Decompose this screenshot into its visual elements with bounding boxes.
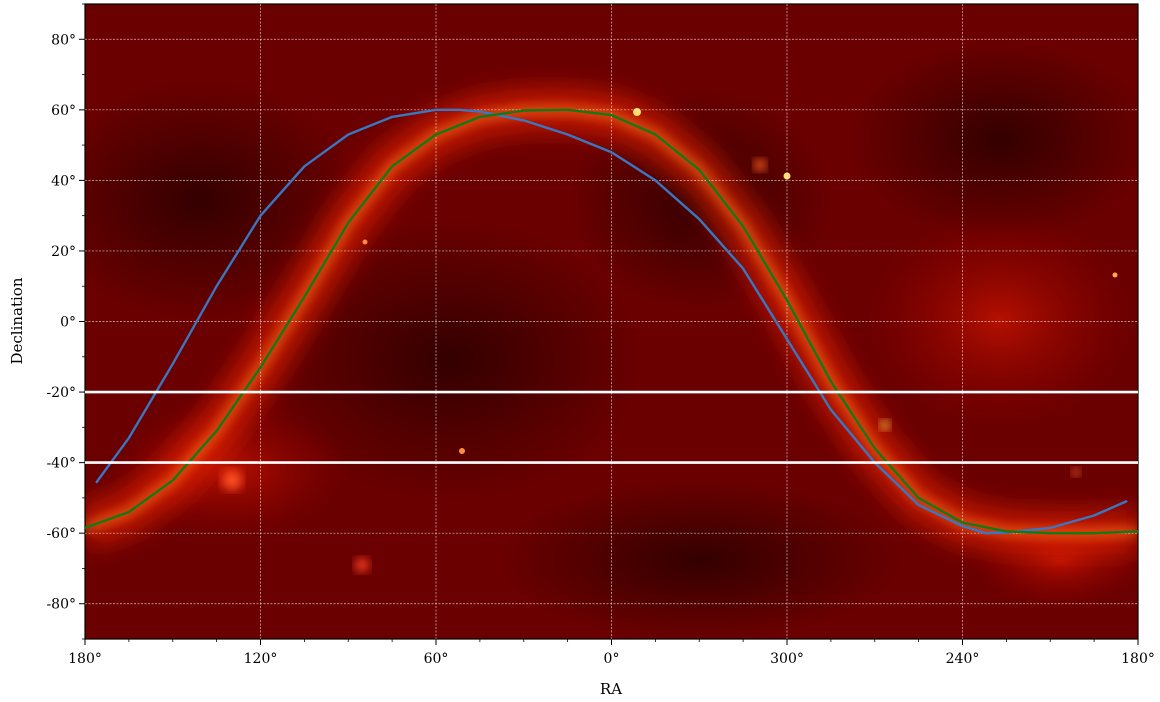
sky-background xyxy=(85,4,1138,639)
x-axis-ticks: 180° 120° 60° 0° 300° 240° 180° xyxy=(68,639,1155,667)
x-tick-label: 300° xyxy=(770,651,804,667)
y-tick-label: 20° xyxy=(51,244,76,260)
y-tick-label: -60° xyxy=(46,526,76,542)
x-axis-title: RA xyxy=(600,680,622,698)
blue-curve xyxy=(95,108,1128,535)
x-tick-label: 120° xyxy=(244,651,278,667)
y-axis-title: Declination xyxy=(8,277,26,364)
x-tick-label: 180° xyxy=(68,651,102,667)
green-curve xyxy=(85,108,1138,535)
x-tick-label: 60° xyxy=(424,651,449,667)
x-tick-label: 240° xyxy=(946,651,980,667)
y-tick-label: 80° xyxy=(51,32,76,48)
x-tick-label: 180° xyxy=(1121,651,1155,667)
y-tick-label: 0° xyxy=(60,315,76,331)
y-tick-label: 40° xyxy=(51,173,76,189)
y-tick-label: -80° xyxy=(46,597,76,613)
y-tick-label: 60° xyxy=(51,103,76,119)
series-layer xyxy=(85,108,1138,535)
x-tick-label: 0° xyxy=(604,651,620,667)
y-tick-label: -40° xyxy=(46,456,76,472)
y-tick-label: -20° xyxy=(46,385,76,401)
y-axis-ticks: 80° 60° 40° 20° 0° -20° -40° -60° -80° xyxy=(46,3,85,640)
